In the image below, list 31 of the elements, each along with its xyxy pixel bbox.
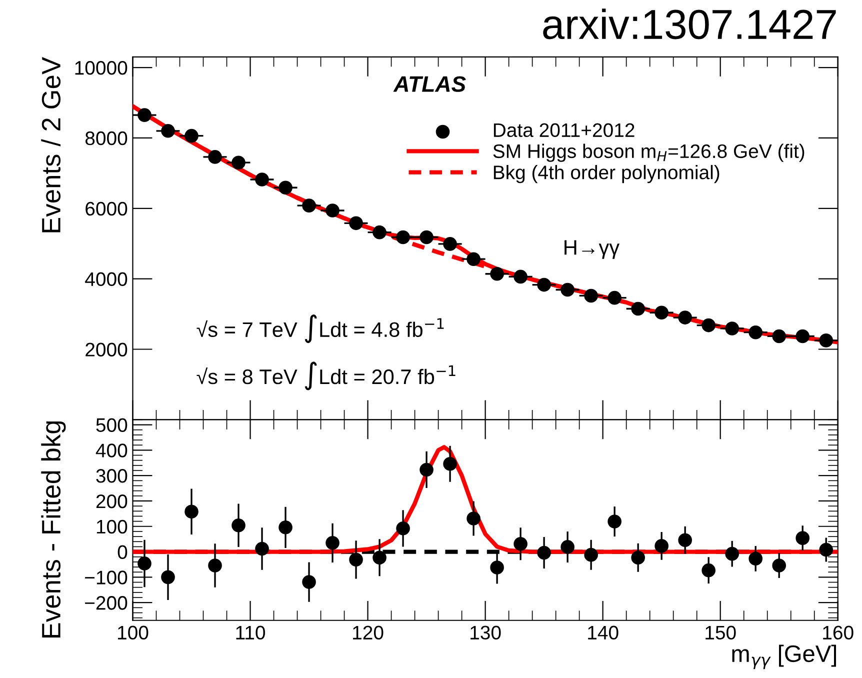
y-tick-label: 0 — [118, 545, 128, 560]
y-tick-label: 10000 — [75, 60, 128, 75]
x-tick-label: 140 — [588, 626, 618, 640]
y-tick-label: 400 — [96, 444, 128, 458]
y-tick-label: 300 — [96, 469, 128, 483]
annotation: H→γγ — [564, 240, 620, 259]
annotation: √s = 7 TeV ∫Ldt = 4.8 fb$^{−1}$ — [196, 314, 444, 344]
x-axis-title: m$_{γγ}$ [GeV] — [732, 644, 836, 670]
y-tick-label: 2000 — [86, 342, 128, 356]
x-tick-label: 100 — [118, 626, 148, 640]
y-tick-label: 100 — [96, 520, 128, 534]
annotation: √s = 8 TeV ∫Ldt = 20.7 fb$^{−1}$ — [196, 362, 456, 390]
x-tick-label: 110 — [236, 626, 266, 640]
y-tick-label: 500 — [96, 418, 128, 432]
annotation: ATLAS — [393, 76, 466, 92]
legend-label: Data 2011+2012 — [494, 123, 634, 138]
y-axis-title: Events - Fitted bkg — [41, 421, 66, 638]
y-tick-label: 6000 — [86, 202, 128, 216]
x-tick-label: 160 — [823, 626, 854, 640]
y-tick-label: −100 — [85, 570, 128, 584]
y-tick-label: 4000 — [85, 272, 128, 286]
x-tick-label: 130 — [470, 626, 501, 640]
y-tick-label: 8000 — [85, 131, 128, 146]
x-tick-label: 150 — [706, 626, 736, 640]
chart-title: arxiv:1307.1427 — [543, 8, 836, 40]
y-axis-title: Events / 2 GeV — [41, 57, 61, 232]
y-tick-label: −200 — [85, 596, 128, 610]
y-tick-label: 200 — [96, 494, 128, 508]
x-tick-label: 120 — [353, 626, 384, 640]
legend-label: SM Higgs boson m$_{H}$=126.8 GeV (fit) — [493, 144, 804, 162]
legend-label: Bkg (4th order polynomial) — [494, 165, 720, 184]
